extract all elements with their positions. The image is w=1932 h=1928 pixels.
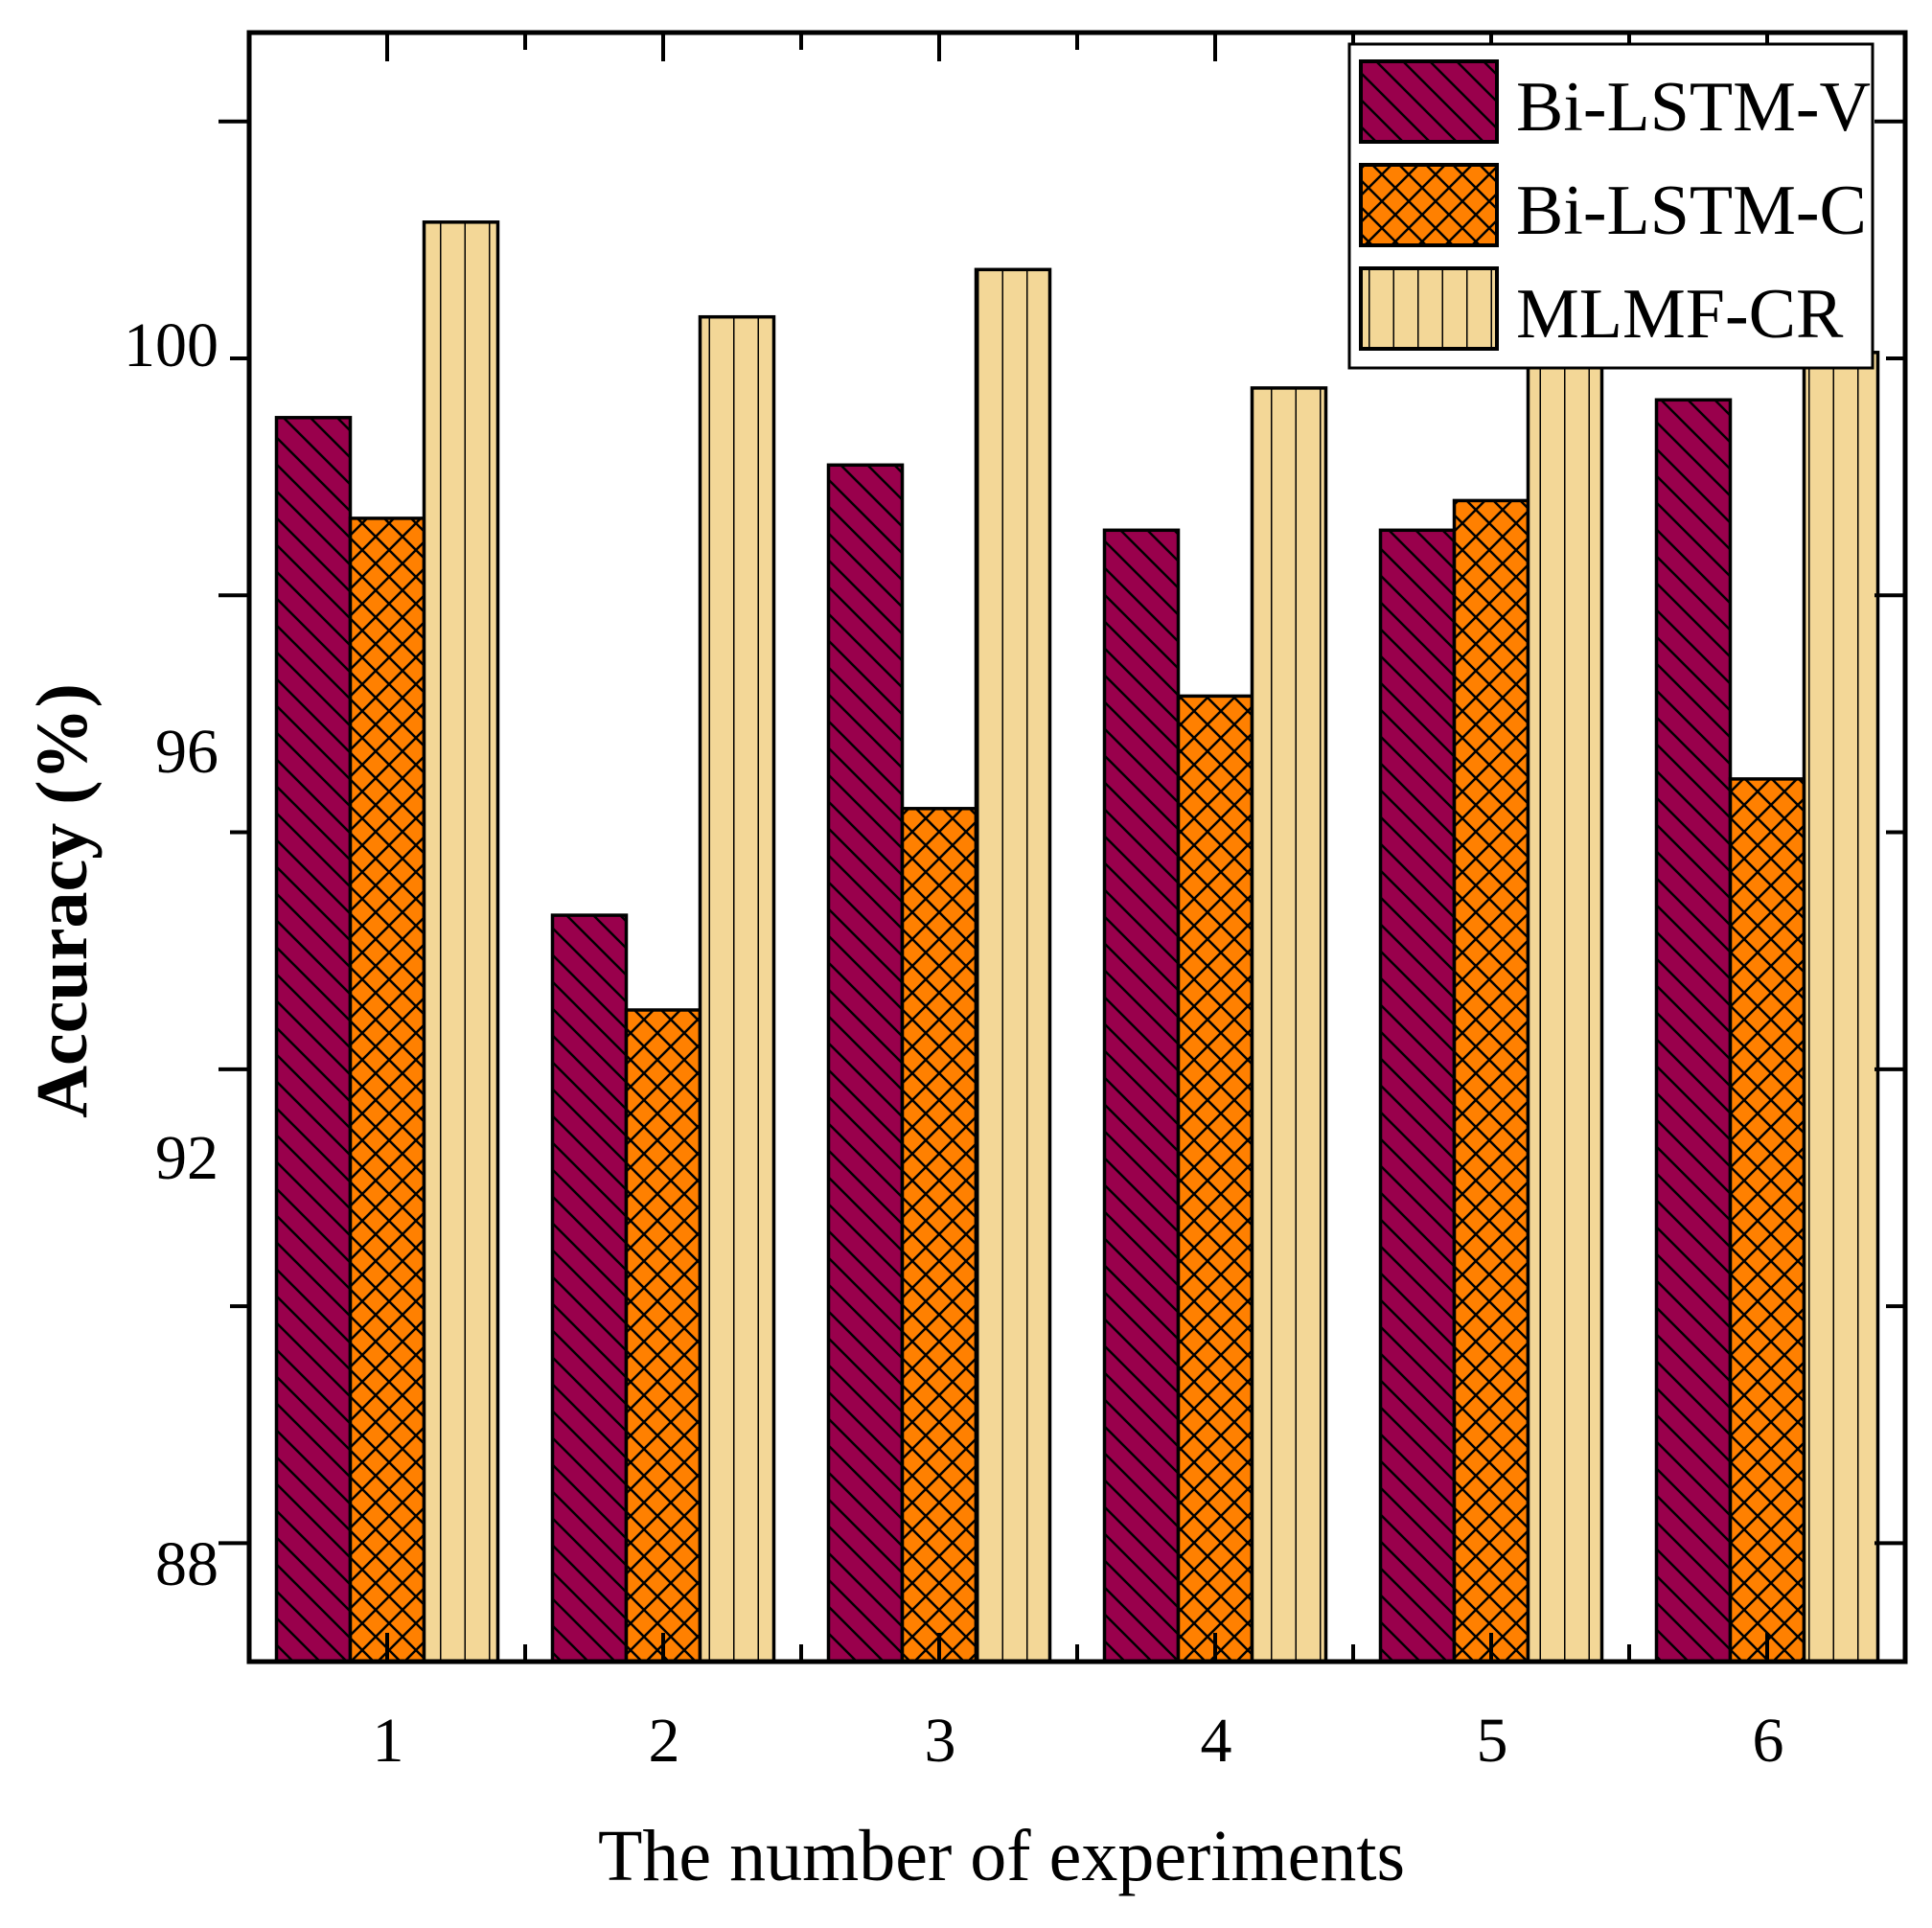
bar-bi-lstm-c-2 <box>624 1008 702 1664</box>
x-tick-label: 1 <box>373 1706 404 1776</box>
bar-mlmf-cr-4 <box>1250 386 1328 1664</box>
y-tick-labels: 88 92 96 100 <box>124 310 218 1599</box>
plot-bars <box>274 184 1880 1664</box>
legend-label-mlmf-cr: MLMF-CR <box>1516 275 1844 354</box>
x-tick-label: 2 <box>649 1706 680 1776</box>
legend-label-bi-lstm-v: Bi-LSTM-V <box>1516 68 1871 147</box>
x-axis-title: The number of experiments <box>598 1816 1405 1896</box>
axis-ticks <box>218 33 1905 1662</box>
x-tick-label: 5 <box>1477 1706 1508 1776</box>
bar-bi-lstm-v-5 <box>1378 528 1457 1664</box>
bar-bi-lstm-c-1 <box>348 516 426 1664</box>
x-tick-label: 4 <box>1201 1706 1232 1776</box>
y-tick-label: 100 <box>124 310 218 380</box>
bar-bi-lstm-c-5 <box>1452 498 1530 1664</box>
bar-mlmf-cr-3 <box>974 267 1052 1664</box>
x-tick-label: 3 <box>925 1706 956 1776</box>
bar-bi-lstm-v-1 <box>274 416 353 1664</box>
bar-bi-lstm-c-3 <box>900 807 978 1664</box>
x-tick-labels: 1 2 3 4 5 6 <box>373 1706 1784 1776</box>
legend-item-mlmf-cr: MLMF-CR <box>1359 266 1844 354</box>
legend-swatch-bi-lstm-c <box>1359 163 1499 247</box>
y-tick-label: 88 <box>155 1529 218 1599</box>
bar-mlmf-cr-2 <box>698 314 776 1664</box>
y-axis-title: Accuracy (%) <box>22 683 103 1118</box>
bar-mlmf-cr-5 <box>1526 184 1604 1664</box>
legend-label-bi-lstm-c: Bi-LSTM-C <box>1516 172 1867 250</box>
y-tick-label: 96 <box>155 717 218 787</box>
legend-swatch-bi-lstm-v <box>1359 59 1499 144</box>
y-tick-label: 92 <box>155 1123 218 1193</box>
bar-bi-lstm-v-6 <box>1654 398 1733 1664</box>
bar-bi-lstm-v-3 <box>826 463 905 1664</box>
bar-bi-lstm-c-4 <box>1176 694 1254 1664</box>
bar-mlmf-cr-6 <box>1802 351 1880 1664</box>
legend-swatch-mlmf-cr <box>1359 266 1499 351</box>
x-tick-label: 6 <box>1753 1706 1784 1776</box>
legend-item-bi-lstm-c: Bi-LSTM-C <box>1359 163 1867 250</box>
bar-bi-lstm-c-6 <box>1728 777 1806 1664</box>
legend: Bi-LSTM-V Bi-LSTM-C MLMF-CR <box>1347 42 1874 370</box>
bar-bi-lstm-v-2 <box>550 913 629 1664</box>
bar-mlmf-cr-1 <box>422 220 500 1664</box>
bar-bi-lstm-v-4 <box>1102 528 1181 1664</box>
legend-item-bi-lstm-v: Bi-LSTM-V <box>1359 59 1871 147</box>
